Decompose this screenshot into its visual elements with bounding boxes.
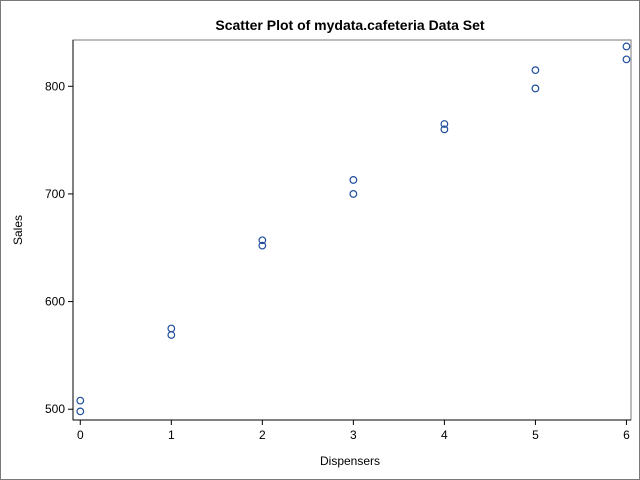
data-point: [76, 407, 85, 416]
plot-area: [72, 39, 632, 421]
data-points: [76, 42, 631, 416]
data-point: [440, 125, 449, 134]
x-tick-label: 4: [441, 428, 448, 442]
y-axis: 500 600 700 800: [45, 40, 74, 420]
data-point: [167, 331, 176, 339]
y-tick-label: 500: [45, 402, 65, 416]
x-tick-label: 6: [623, 428, 630, 442]
x-axis-label: Dispensers: [320, 454, 380, 468]
x-tick-label: 3: [350, 428, 357, 442]
data-point: [622, 55, 631, 64]
data-point: [167, 324, 176, 333]
data-point: [349, 190, 358, 198]
chart-title: Scatter Plot of mydata.cafeteria Data Se…: [215, 17, 485, 33]
data-point: [76, 396, 85, 405]
y-tick-label: 600: [45, 295, 65, 309]
x-tick-label: 2: [259, 428, 266, 442]
y-axis-label: Sales: [11, 215, 25, 245]
data-point: [258, 241, 267, 250]
y-tick-label: 700: [45, 187, 65, 201]
data-point: [622, 42, 631, 51]
data-point: [531, 84, 540, 93]
x-tick-label: 5: [532, 428, 539, 442]
x-tick-label: 0: [77, 428, 84, 442]
x-axis: 0 1 2 3 4 5 6: [73, 419, 631, 442]
data-point: [440, 120, 449, 128]
data-point: [349, 176, 358, 184]
y-tick-label: 800: [45, 79, 65, 93]
x-tick-label: 1: [168, 428, 175, 442]
data-point: [531, 66, 540, 75]
data-point: [258, 236, 267, 245]
